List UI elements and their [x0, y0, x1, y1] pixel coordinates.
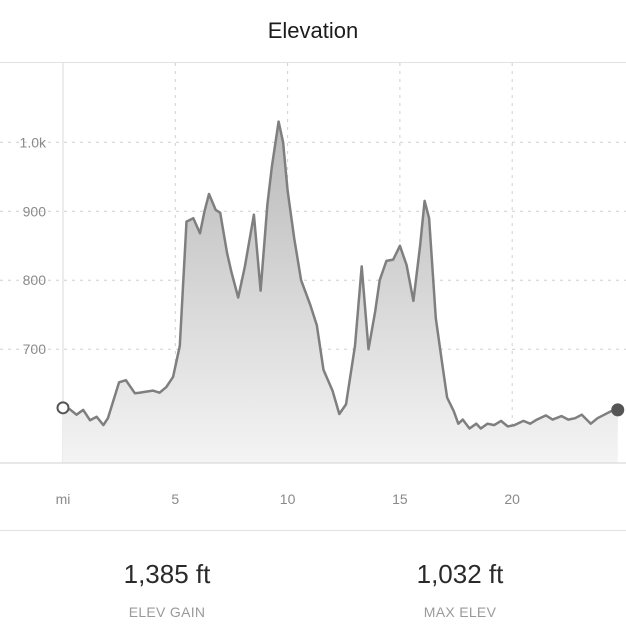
- max-elev-stat: 1,032 ft MAX ELEV: [310, 531, 610, 620]
- y-tick-label: 900: [23, 203, 47, 219]
- elev-gain-stat: 1,385 ft ELEV GAIN: [17, 531, 317, 620]
- elev-gain-label: ELEV GAIN: [128, 604, 206, 620]
- elevation-chart-svg: 700 800 900 1.0k 5 10 15 20 mi: [0, 63, 626, 507]
- stats-panel: 1,385 ft ELEV GAIN 1,032 ft MAX ELEV: [0, 530, 626, 641]
- x-tick-label: 15: [392, 491, 408, 507]
- y-tick-label: 1.0k: [20, 134, 47, 150]
- header: Elevation: [0, 0, 626, 63]
- page-title: Elevation: [267, 18, 359, 43]
- y-tick-label: 800: [23, 272, 47, 288]
- x-unit-label: mi: [56, 491, 71, 507]
- start-point-marker: [56, 401, 70, 415]
- axes: 700 800 900 1.0k 5 10 15 20 mi: [0, 134, 626, 507]
- elevation-area: [63, 121, 618, 463]
- elevation-chart: 700 800 900 1.0k 5 10 15 20 mi: [0, 63, 626, 530]
- elev-gain-value: 1,385 ft: [123, 559, 211, 589]
- x-tick-label: 5: [171, 491, 179, 507]
- max-elev-label: MAX ELEV: [423, 604, 497, 620]
- max-elev-value: 1,032 ft: [416, 559, 504, 589]
- y-tick-label: 700: [23, 341, 47, 357]
- x-tick-label: 10: [280, 491, 296, 507]
- x-tick-label: 20: [504, 491, 520, 507]
- end-point-marker: [611, 403, 625, 417]
- elevation-line: [62, 120, 619, 430]
